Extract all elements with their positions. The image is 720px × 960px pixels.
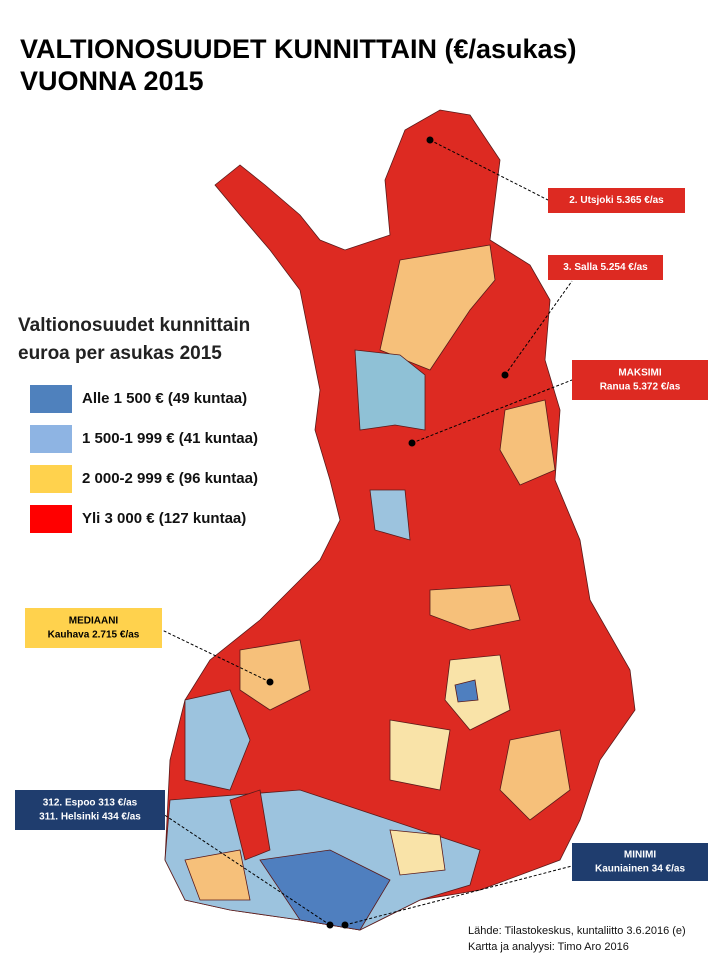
legend: Alle 1 500 € (49 kuntaa) 1 500-1 999 € (4… [30,385,258,533]
region [444,654,511,731]
callout-dot [266,678,274,686]
callout-text: 312. Espoo 313 €/as [43,798,138,809]
region [239,639,311,711]
callout-text: Kauniainen 34 €/as [595,864,685,875]
map [164,109,636,931]
region [389,719,451,791]
title-line: VUONNA 2015 [20,66,204,96]
callout-box [548,188,685,213]
callout-text: Kauhava 2.715 €/as [48,630,140,641]
region [389,829,446,876]
callouts: 2. Utsjoki 5.365 €/as 3. Salla 5.254 €/as… [15,136,708,929]
callout-line [429,139,549,201]
region [184,849,251,901]
legend-label: 1 500-1 999 € (41 kuntaa) [82,430,258,447]
legend-swatch [30,425,72,453]
legend-swatch [30,505,72,533]
callout-text: Ranua 5.372 €/as [600,382,681,393]
callout-box [25,608,162,648]
region [429,584,521,631]
source: Lähde: Tilastokeskus, kuntaliitto 3.6.20… [468,925,686,937]
callout-dot [501,371,509,379]
legend-label: Yli 3 000 € (127 kuntaa) [82,510,246,527]
legend-label: 2 000-2 999 € (96 kuntaa) [82,470,258,487]
callout-box [572,360,708,400]
callout-dot [326,921,334,929]
region [379,244,496,371]
callout-dot [426,136,434,144]
legend-title: euroa per asukas 2015 [18,343,222,364]
region [369,489,411,541]
callout-box [572,843,708,881]
callout-text: MINIMI [624,850,656,861]
region [229,789,271,861]
region [259,849,391,931]
source: Kartta ja analyysi: Timo Aro 2016 [468,941,629,953]
callout-box [15,790,165,830]
callout-line [159,811,331,926]
callout-line [344,865,573,926]
region [499,729,571,821]
callout-box [548,255,663,280]
callout-dot [408,439,416,447]
callout-text: MAKSIMI [618,368,662,379]
region [354,349,426,431]
region [499,399,556,486]
region [454,679,479,703]
callout-line [411,379,573,444]
callout-text: 2. Utsjoki 5.365 €/as [569,195,664,206]
legend-title: Valtionosuudet kunnittain [18,315,250,336]
callout-dot [341,921,349,929]
legend-label: Alle 1 500 € (49 kuntaa) [82,390,247,407]
legend-swatch [30,385,72,413]
callout-text: MEDIAANI [69,616,119,627]
callout-text: 3. Salla 5.254 €/as [563,262,648,273]
callout-line [504,280,573,376]
title-line: VALTIONOSUUDET KUNNITTAIN (€/asukas) [20,34,577,64]
legend-swatch [30,465,72,493]
region [184,689,251,791]
callout-text: 311. Helsinki 434 €/as [39,812,141,823]
